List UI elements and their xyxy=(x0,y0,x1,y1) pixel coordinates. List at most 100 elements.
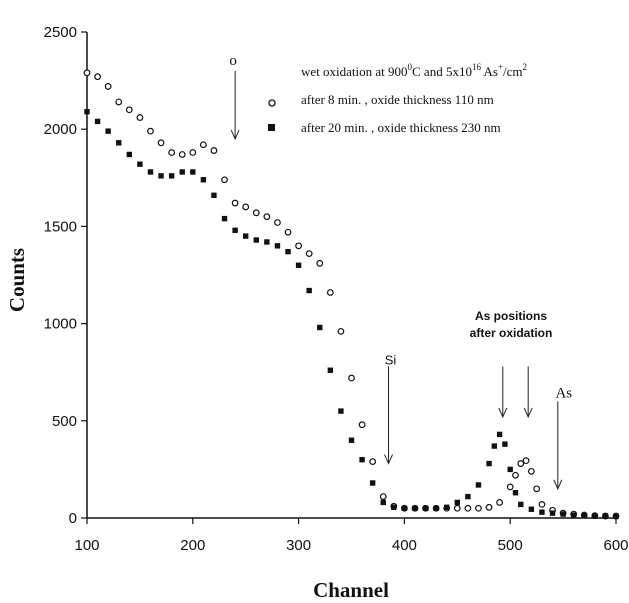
data-point-circle xyxy=(221,176,228,184)
data-point-circle xyxy=(533,485,541,493)
data-point-circle xyxy=(125,106,133,114)
data-point-circle xyxy=(104,83,112,90)
data-point-square xyxy=(465,493,471,500)
data-point-square xyxy=(147,169,154,175)
annotation-label-si-edge: Si xyxy=(385,352,397,367)
data-point-square xyxy=(105,128,111,134)
data-point-circle xyxy=(506,483,514,491)
x-tick-label: 100 xyxy=(74,537,99,554)
data-point-square xyxy=(380,499,386,506)
data-point-square xyxy=(422,505,429,511)
data-point-circle xyxy=(512,471,519,479)
data-point-circle xyxy=(168,149,176,156)
data-point-circle xyxy=(337,327,345,335)
data-point-square xyxy=(211,192,217,198)
data-point-circle xyxy=(485,503,493,511)
data-point-circle xyxy=(527,467,535,475)
data-point-circle xyxy=(242,203,250,211)
data-point-circle xyxy=(231,199,239,207)
data-point-square xyxy=(348,437,355,443)
data-point-square xyxy=(613,513,619,520)
data-point-circle xyxy=(178,151,186,158)
data-point-square xyxy=(158,173,164,179)
series-layer xyxy=(83,69,620,520)
data-point-circle xyxy=(369,458,377,466)
arrow-as-edge xyxy=(553,401,563,491)
data-point-square xyxy=(221,215,228,222)
data-point-circle xyxy=(522,457,530,465)
data-point-circle xyxy=(348,374,355,382)
axis-ticks: 100 200 300 400 500 600 0 500 1000 1500 2000 2500 xyxy=(44,24,629,554)
x-tick-label: 400 xyxy=(392,537,417,554)
data-point-circle xyxy=(464,504,472,512)
y-axis-title: Counts xyxy=(5,248,29,312)
data-point-square xyxy=(84,109,90,115)
data-point-square xyxy=(295,262,302,268)
data-point-circle xyxy=(379,493,387,501)
x-tick-label: 600 xyxy=(603,537,628,554)
data-point-square xyxy=(491,443,498,449)
data-point-square xyxy=(168,173,175,179)
data-point-square xyxy=(327,367,334,373)
data-point-square xyxy=(454,499,460,506)
as-positions-label-line2: after oxidation xyxy=(470,326,553,340)
arrow-head xyxy=(523,407,533,419)
data-point-square xyxy=(528,506,535,512)
arrow-circle-arrow xyxy=(230,70,240,141)
data-point-circle xyxy=(305,250,313,258)
data-point-circle xyxy=(115,98,123,106)
as-positions-label-line1: As positions xyxy=(475,309,547,323)
data-point-circle xyxy=(284,228,292,236)
data-point-square xyxy=(338,408,344,414)
data-point-square xyxy=(412,505,418,511)
data-point-square xyxy=(433,505,439,511)
data-point-circle xyxy=(136,114,144,121)
series-20min-squares xyxy=(84,109,619,520)
data-point-circle xyxy=(274,219,281,226)
data-point-square xyxy=(518,501,524,508)
data-point-square xyxy=(539,509,545,515)
data-point-circle xyxy=(453,504,461,512)
annotation-label-circle-arrow: o xyxy=(229,53,237,69)
data-point-circle xyxy=(147,127,154,135)
data-point-square xyxy=(253,237,259,243)
data-point-circle xyxy=(210,147,218,154)
data-point-square xyxy=(602,513,609,519)
data-point-circle xyxy=(263,213,271,221)
data-point-square xyxy=(475,482,482,488)
data-point-circle xyxy=(252,209,260,217)
data-point-square xyxy=(94,118,101,125)
data-point-square xyxy=(496,431,503,438)
data-point-square xyxy=(232,227,238,233)
data-point-circle xyxy=(538,500,546,508)
x-tick-label: 300 xyxy=(286,537,311,554)
legend-title: wet oxidation at 9000C and 5x1016 As+/cm… xyxy=(301,62,527,79)
data-point-square xyxy=(502,441,508,447)
data-point-circle xyxy=(295,242,303,250)
y-tick-label: 1000 xyxy=(44,316,77,333)
arrow-head xyxy=(553,479,563,491)
arrow-head xyxy=(498,407,508,419)
annotation-layer: o Si As xyxy=(229,53,572,491)
annotation-label-as-edge: As xyxy=(555,385,572,401)
data-point-circle xyxy=(94,73,101,81)
data-point-circle xyxy=(326,289,334,296)
data-point-square xyxy=(507,466,513,473)
legend-entry-8min: after 8 min. , oxide thickness 110 nm xyxy=(301,92,494,107)
data-point-square xyxy=(592,513,598,519)
arrow-as-pos-2 xyxy=(523,366,533,419)
data-point-square xyxy=(581,512,587,519)
data-point-square xyxy=(391,504,397,511)
data-point-square xyxy=(401,505,408,511)
legend-marker-open-circle xyxy=(268,99,276,107)
data-point-square xyxy=(190,169,196,175)
arrow-head xyxy=(384,454,393,465)
data-point-square xyxy=(570,512,577,518)
legend: wet oxidation at 9000C and 5x1016 As+/cm… xyxy=(268,62,527,135)
data-point-square xyxy=(116,140,122,146)
data-point-square xyxy=(444,504,450,511)
data-point-square xyxy=(486,460,492,467)
x-tick-label: 500 xyxy=(498,537,523,554)
